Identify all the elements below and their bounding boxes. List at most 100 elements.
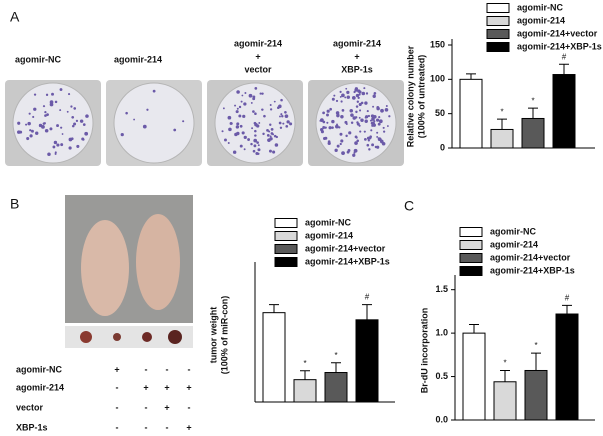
colony	[269, 135, 272, 138]
bar	[521, 117, 545, 149]
panel-label: C	[404, 198, 414, 214]
legend-label: agomir-NC	[490, 226, 537, 236]
colony	[125, 111, 128, 115]
colony	[84, 131, 89, 136]
colony	[269, 123, 272, 126]
colony	[326, 113, 329, 117]
colony	[27, 121, 31, 126]
colony	[377, 122, 381, 126]
colony	[351, 95, 356, 100]
colony	[236, 90, 240, 94]
colony	[85, 114, 89, 118]
colony	[152, 89, 156, 93]
colony	[337, 113, 340, 116]
annotation: #	[562, 52, 567, 61]
colony	[252, 110, 255, 113]
colony	[350, 121, 354, 124]
treatment-mark: -	[116, 422, 119, 432]
colony	[333, 94, 336, 97]
bar	[555, 313, 579, 421]
legend-swatch	[274, 218, 298, 228]
colony	[370, 114, 375, 118]
plate-label: +	[354, 51, 359, 61]
colony	[289, 122, 293, 126]
legend-swatch	[486, 29, 510, 39]
colony	[261, 108, 264, 111]
colony	[381, 141, 386, 146]
colony	[254, 129, 257, 133]
colony	[344, 96, 347, 99]
colony	[341, 151, 345, 155]
colony	[17, 121, 21, 125]
colony	[376, 106, 380, 111]
colony	[345, 122, 348, 126]
colony	[33, 107, 37, 111]
colony	[339, 90, 342, 93]
colony	[68, 146, 72, 150]
colony	[341, 93, 345, 98]
colony	[52, 145, 56, 149]
colony	[378, 119, 383, 124]
bar	[293, 379, 317, 403]
colony	[73, 122, 77, 126]
colony	[259, 92, 262, 95]
colony	[384, 108, 389, 112]
colony	[59, 109, 62, 112]
plate-label: agomir-NC	[15, 54, 62, 64]
dish	[315, 82, 397, 164]
legend-swatch	[459, 253, 483, 263]
colony	[38, 123, 43, 128]
colony	[146, 108, 149, 111]
colony	[243, 102, 247, 106]
colony	[338, 126, 341, 129]
colony	[366, 143, 370, 147]
colony	[53, 140, 58, 145]
colony	[278, 104, 282, 109]
colony	[340, 139, 344, 143]
colony	[244, 92, 247, 94]
colony	[376, 131, 379, 134]
colony	[251, 127, 254, 130]
colony	[358, 90, 362, 94]
colony	[82, 123, 86, 127]
colony	[331, 126, 334, 129]
y-axis-label: Relative colony number	[405, 45, 415, 147]
legend-swatch	[274, 244, 298, 254]
colony	[366, 110, 369, 113]
colony	[227, 115, 232, 120]
colony	[326, 109, 330, 113]
colony	[35, 131, 39, 135]
colony	[235, 125, 240, 129]
colony	[224, 138, 227, 142]
error-bar	[559, 63, 569, 75]
legend-label: agomir-214+vector	[517, 28, 598, 38]
colony	[347, 149, 351, 152]
colony	[238, 105, 242, 109]
colony	[42, 105, 46, 108]
colony	[44, 110, 47, 114]
colony	[355, 110, 358, 114]
y-axis-label: (100% of untreated)	[416, 55, 426, 139]
colony	[56, 124, 59, 128]
colony	[354, 141, 358, 145]
y-tick-label: 0.0	[435, 414, 448, 424]
colony	[346, 95, 350, 99]
colony	[75, 119, 79, 122]
colony	[238, 114, 242, 118]
y-axis-label: Br-dU incorporation	[419, 308, 429, 394]
colony	[388, 115, 391, 118]
treatment-mark: -	[188, 402, 191, 412]
colony	[56, 143, 60, 147]
panel-label: B	[10, 196, 19, 212]
legend-swatch	[486, 16, 510, 26]
colony	[31, 129, 34, 133]
colony	[320, 130, 324, 134]
colony	[229, 122, 233, 125]
mouse	[81, 220, 129, 316]
colony	[353, 90, 356, 94]
legend-label: agomir-214	[305, 230, 353, 240]
colony	[239, 144, 243, 148]
colony	[367, 114, 371, 118]
colony	[227, 142, 230, 145]
